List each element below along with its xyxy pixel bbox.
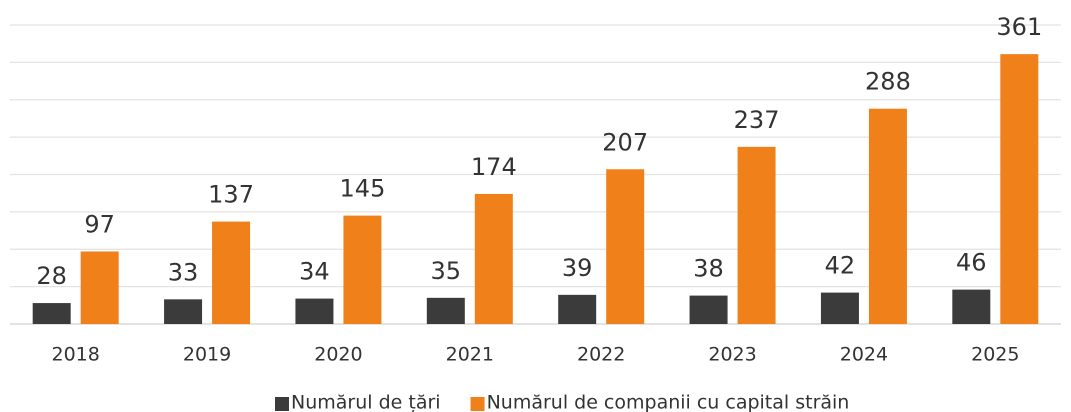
bar (212, 221, 251, 324)
bar (952, 289, 991, 324)
value-label: 145 (340, 175, 386, 203)
value-label: 35 (431, 257, 462, 285)
value-label: 237 (734, 106, 780, 134)
value-label: 137 (208, 181, 254, 209)
bar (737, 146, 776, 324)
x-tick-label: 2022 (577, 344, 625, 366)
x-tick-label: 2021 (446, 344, 494, 366)
bar (343, 215, 382, 324)
bar (558, 294, 597, 324)
value-label: 28 (36, 262, 67, 290)
legend-swatch (275, 397, 289, 411)
x-tick-label: 2020 (314, 344, 362, 366)
bar (164, 299, 203, 324)
bar (474, 193, 513, 324)
x-tick-label: 2025 (971, 344, 1019, 366)
value-label: 34 (299, 258, 330, 286)
bar (426, 297, 465, 324)
bar (80, 251, 119, 324)
bar (32, 303, 71, 324)
bar (820, 292, 859, 324)
value-label: 33 (168, 258, 199, 286)
value-label: 42 (825, 252, 856, 280)
legend-swatch (470, 397, 485, 411)
value-label: 46 (956, 249, 987, 277)
bar (295, 298, 334, 324)
bar (1000, 54, 1039, 325)
bar (606, 169, 645, 324)
value-label: 39 (562, 254, 593, 282)
legend-label: Numărul de țări (291, 392, 441, 412)
bar (868, 108, 907, 324)
x-tick-label: 2018 (52, 344, 100, 366)
value-label: 97 (84, 210, 115, 238)
value-label: 288 (865, 68, 911, 96)
x-tick-label: 2023 (708, 344, 756, 366)
x-tick-label: 2024 (840, 344, 888, 366)
bar (689, 295, 728, 324)
value-label: 361 (996, 13, 1042, 41)
value-label: 207 (602, 128, 648, 156)
legend-label: Numărul de companii cu capital străin (487, 392, 850, 412)
value-label: 38 (693, 255, 724, 283)
value-label: 174 (471, 153, 517, 181)
x-tick-label: 2019 (183, 344, 231, 366)
